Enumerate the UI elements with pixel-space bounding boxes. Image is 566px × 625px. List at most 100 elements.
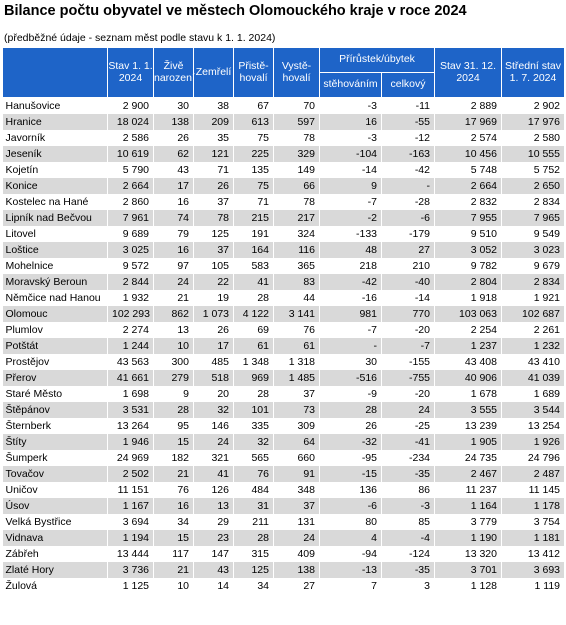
cell-zive-narozeni: 76 (153, 482, 194, 498)
cell-pristehovali: 28 (233, 386, 274, 402)
cell-vystehovali: 365 (273, 258, 320, 274)
cell-pristehovali: 71 (233, 194, 274, 210)
cell-zive-narozeni: 16 (153, 194, 194, 210)
cell-stav-start: 11 151 (107, 482, 154, 498)
cell-vystehovali: 597 (273, 114, 320, 130)
cell-vystehovali: 116 (273, 242, 320, 258)
cell-stredni-stav: 2 487 (501, 466, 565, 482)
cell-stav-start: 2 664 (107, 178, 154, 194)
cell-pristehovali: 101 (233, 402, 274, 418)
cell-zive-narozeni: 74 (153, 210, 194, 226)
cell-stredni-stav: 1 119 (501, 578, 565, 594)
cell-stav-start: 1 698 (107, 386, 154, 402)
table-row: Šternberk 13 264 95 146 335 309 26 -25 13 239 13 … (2, 418, 565, 434)
table-row: Zábřeh 13 444 117 147 315 409 -94 -124 13 320 13 … (2, 546, 565, 562)
cell-stav-end: 3 052 (434, 242, 502, 258)
table-row: Němčice nad Hanou 1 932 21 19 28 44 -16 -14 1 91… (2, 290, 565, 306)
cell-city: Zlaté Hory (2, 562, 108, 578)
cell-stav-start: 3 736 (107, 562, 154, 578)
cell-stredni-stav: 2 834 (501, 274, 565, 290)
cell-stav-end: 1 164 (434, 498, 502, 514)
cell-pristehovali: 565 (233, 450, 274, 466)
cell-celkovy: -124 (381, 546, 435, 562)
table-row: Uničov 11 151 76 126 484 348 136 86 11 237 11 145 (2, 482, 565, 498)
cell-pristehovali: 4 122 (233, 306, 274, 322)
cell-stav-end: 10 456 (434, 146, 502, 162)
cell-city: Úsov (2, 498, 108, 514)
cell-stredni-stav: 3 754 (501, 514, 565, 530)
cell-zive-narozeni: 17 (153, 178, 194, 194)
cell-stehovanim: -3 (319, 130, 382, 146)
cell-stehovanim: -94 (319, 546, 382, 562)
header-vystehovali: Vystě-hovalí (273, 47, 320, 98)
cell-city: Uničov (2, 482, 108, 498)
cell-zemreli: 125 (193, 226, 234, 242)
cell-city: Javorník (2, 130, 108, 146)
cell-stav-start: 2 900 (107, 97, 154, 114)
table-body: Hanušovice 2 900 30 38 67 70 -3 -11 2 889 2 902 Hr… (2, 97, 565, 594)
cell-vystehovali: 409 (273, 546, 320, 562)
cell-celkovy: 85 (381, 514, 435, 530)
header-zive-narozeni: Živě narození (153, 47, 195, 98)
cell-celkovy: -163 (381, 146, 435, 162)
cell-stehovanim: -2 (319, 210, 382, 226)
cell-city: Olomouc (2, 306, 108, 322)
table-row: Mohelnice 9 572 97 105 583 365 218 210 9 782 9 67… (2, 258, 565, 274)
table-row: Úsov 1 167 16 13 31 37 -6 -3 1 164 1 178 (2, 498, 565, 514)
cell-vystehovali: 73 (273, 402, 320, 418)
cell-city: Loštice (2, 242, 108, 258)
cell-stredni-stav: 13 412 (501, 546, 565, 562)
table-row: Lipník nad Bečvou 7 961 74 78 215 217 -2 -6 7 95… (2, 210, 565, 226)
cell-pristehovali: 613 (233, 114, 274, 130)
cell-stav-end: 3 701 (434, 562, 502, 578)
cell-stav-end: 7 955 (434, 210, 502, 226)
cell-zemreli: 71 (193, 162, 234, 178)
cell-vystehovali: 138 (273, 562, 320, 578)
cell-pristehovali: 32 (233, 434, 274, 450)
cell-zemreli: 126 (193, 482, 234, 498)
table-row: Žulová 1 125 10 14 34 27 7 3 1 128 1 119 (2, 578, 565, 594)
cell-stav-end: 3 555 (434, 402, 502, 418)
cell-celkovy: -3 (381, 498, 435, 514)
cell-pristehovali: 69 (233, 322, 274, 338)
cell-stav-start: 3 025 (107, 242, 154, 258)
table-row: Javorník 2 586 26 35 75 78 -3 -12 2 574 2 580 (2, 130, 565, 146)
cell-stehovanim: 4 (319, 530, 382, 546)
cell-zemreli: 209 (193, 114, 234, 130)
cell-pristehovali: 969 (233, 370, 274, 386)
cell-celkovy: -7 (381, 338, 435, 354)
cell-stehovanim: -7 (319, 322, 382, 338)
cell-stav-start: 102 293 (107, 306, 154, 322)
cell-stredni-stav: 3 023 (501, 242, 565, 258)
cell-celkovy: -20 (381, 386, 435, 402)
cell-stehovanim: -133 (319, 226, 382, 242)
cell-stehovanim: 218 (319, 258, 382, 274)
cell-zemreli: 29 (193, 514, 234, 530)
table-row: Moravský Beroun 2 844 24 22 41 83 -42 -40 2 804 2… (2, 274, 565, 290)
cell-pristehovali: 135 (233, 162, 274, 178)
cell-zemreli: 485 (193, 354, 234, 370)
cell-stav-start: 1 167 (107, 498, 154, 514)
cell-celkovy: 24 (381, 402, 435, 418)
cell-stav-start: 1 946 (107, 434, 154, 450)
table-row: Jeseník 10 619 62 121 225 329 -104 -163 10 456 10… (2, 146, 565, 162)
cell-pristehovali: 61 (233, 338, 274, 354)
cell-celkovy: -14 (381, 290, 435, 306)
cell-vystehovali: 3 141 (273, 306, 320, 322)
cell-vystehovali: 78 (273, 194, 320, 210)
cell-zemreli: 26 (193, 322, 234, 338)
cell-city: Kojetín (2, 162, 108, 178)
cell-stav-start: 13 444 (107, 546, 154, 562)
cell-stehovanim: 80 (319, 514, 382, 530)
cell-pristehovali: 28 (233, 530, 274, 546)
cell-city: Zábřeh (2, 546, 108, 562)
cell-stehovanim: -6 (319, 498, 382, 514)
cell-stav-end: 13 320 (434, 546, 502, 562)
cell-stehovanim: 16 (319, 114, 382, 130)
cell-pristehovali: 41 (233, 274, 274, 290)
table-row: Olomouc 102 293 862 1 073 4 122 3 141 981 770 10… (2, 306, 565, 322)
cell-zive-narozeni: 138 (153, 114, 194, 130)
cell-stehovanim: -516 (319, 370, 382, 386)
cell-stav-end: 24 735 (434, 450, 502, 466)
cell-vystehovali: 76 (273, 322, 320, 338)
